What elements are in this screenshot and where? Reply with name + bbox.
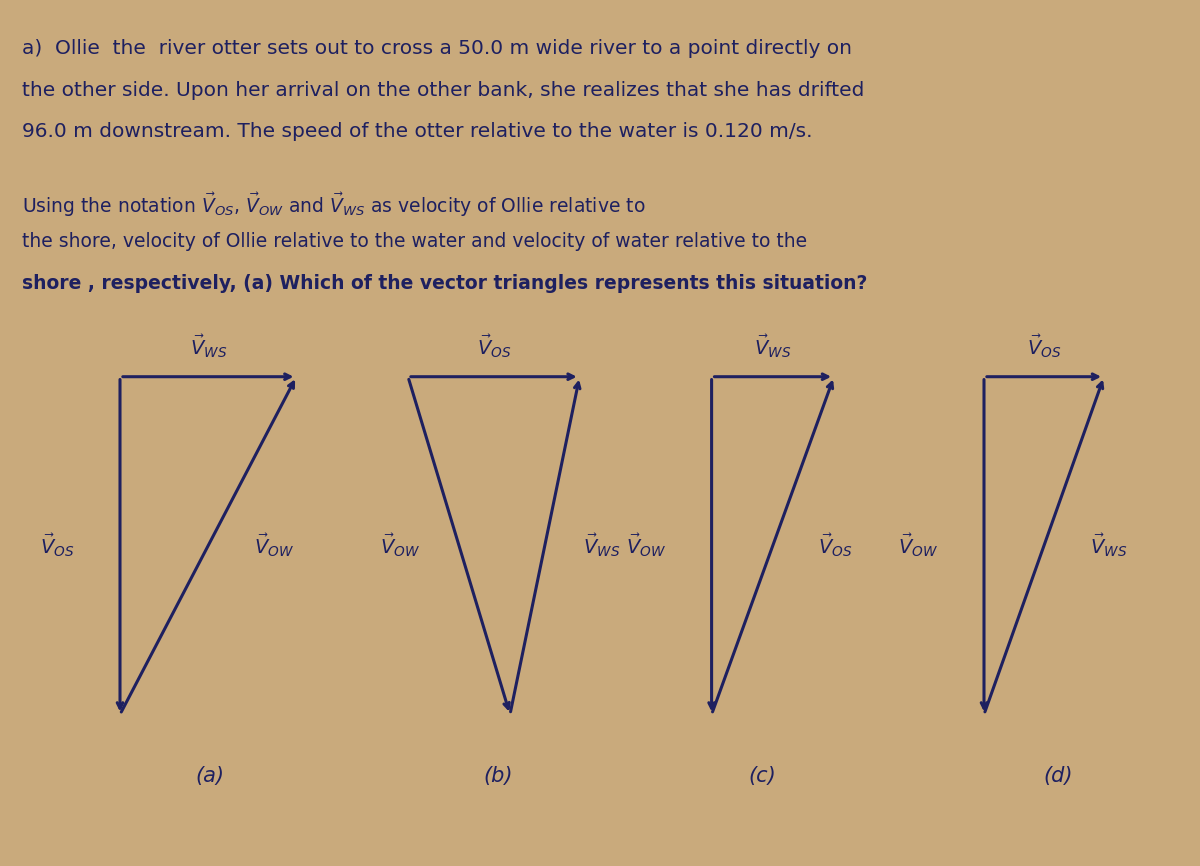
Text: $\vec{V}_{OW}$: $\vec{V}_{OW}$ <box>380 532 420 559</box>
Text: (c): (c) <box>748 766 776 786</box>
Text: $\vec{V}_{OW}$: $\vec{V}_{OW}$ <box>899 532 938 559</box>
Text: $\vec{V}_{WS}$: $\vec{V}_{WS}$ <box>754 333 792 360</box>
Text: $\vec{V}_{WS}$: $\vec{V}_{WS}$ <box>1090 532 1127 559</box>
Text: $\vec{V}_{OS}$: $\vec{V}_{OS}$ <box>818 532 853 559</box>
Text: $\vec{V}_{OS}$: $\vec{V}_{OS}$ <box>1027 333 1061 360</box>
Text: the other side. Upon her arrival on the other bank, she realizes that she has dr: the other side. Upon her arrival on the … <box>22 81 864 100</box>
Text: $\vec{V}_{WS}$: $\vec{V}_{WS}$ <box>190 333 227 360</box>
Text: $\vec{V}_{OS}$: $\vec{V}_{OS}$ <box>476 333 511 360</box>
Text: $\vec{V}_{OS}$: $\vec{V}_{OS}$ <box>40 532 74 559</box>
Text: $\vec{V}_{OW}$: $\vec{V}_{OW}$ <box>626 532 666 559</box>
Text: $\vec{V}_{OW}$: $\vec{V}_{OW}$ <box>254 532 294 559</box>
Text: (b): (b) <box>484 766 512 786</box>
Text: shore , respectively, (a) Which of the vector triangles represents this situatio: shore , respectively, (a) Which of the v… <box>22 274 866 293</box>
Text: $\vec{V}_{WS}$: $\vec{V}_{WS}$ <box>583 532 620 559</box>
Text: (d): (d) <box>1044 766 1073 786</box>
Text: (a): (a) <box>196 766 224 786</box>
Text: 96.0 m downstream. The speed of the otter relative to the water is 0.120 m/s.: 96.0 m downstream. The speed of the otte… <box>22 122 812 141</box>
Text: Using the notation $\vec{V}_{OS}$, $\vec{V}_{OW}$ and $\vec{V}_{WS}$ as velocity: Using the notation $\vec{V}_{OS}$, $\vec… <box>22 191 646 219</box>
Text: the shore, velocity of Ollie relative to the water and velocity of water relativ: the shore, velocity of Ollie relative to… <box>22 232 806 251</box>
Text: a)  Ollie  the  river otter sets out to cross a 50.0 m wide river to a point dir: a) Ollie the river otter sets out to cro… <box>22 39 852 58</box>
